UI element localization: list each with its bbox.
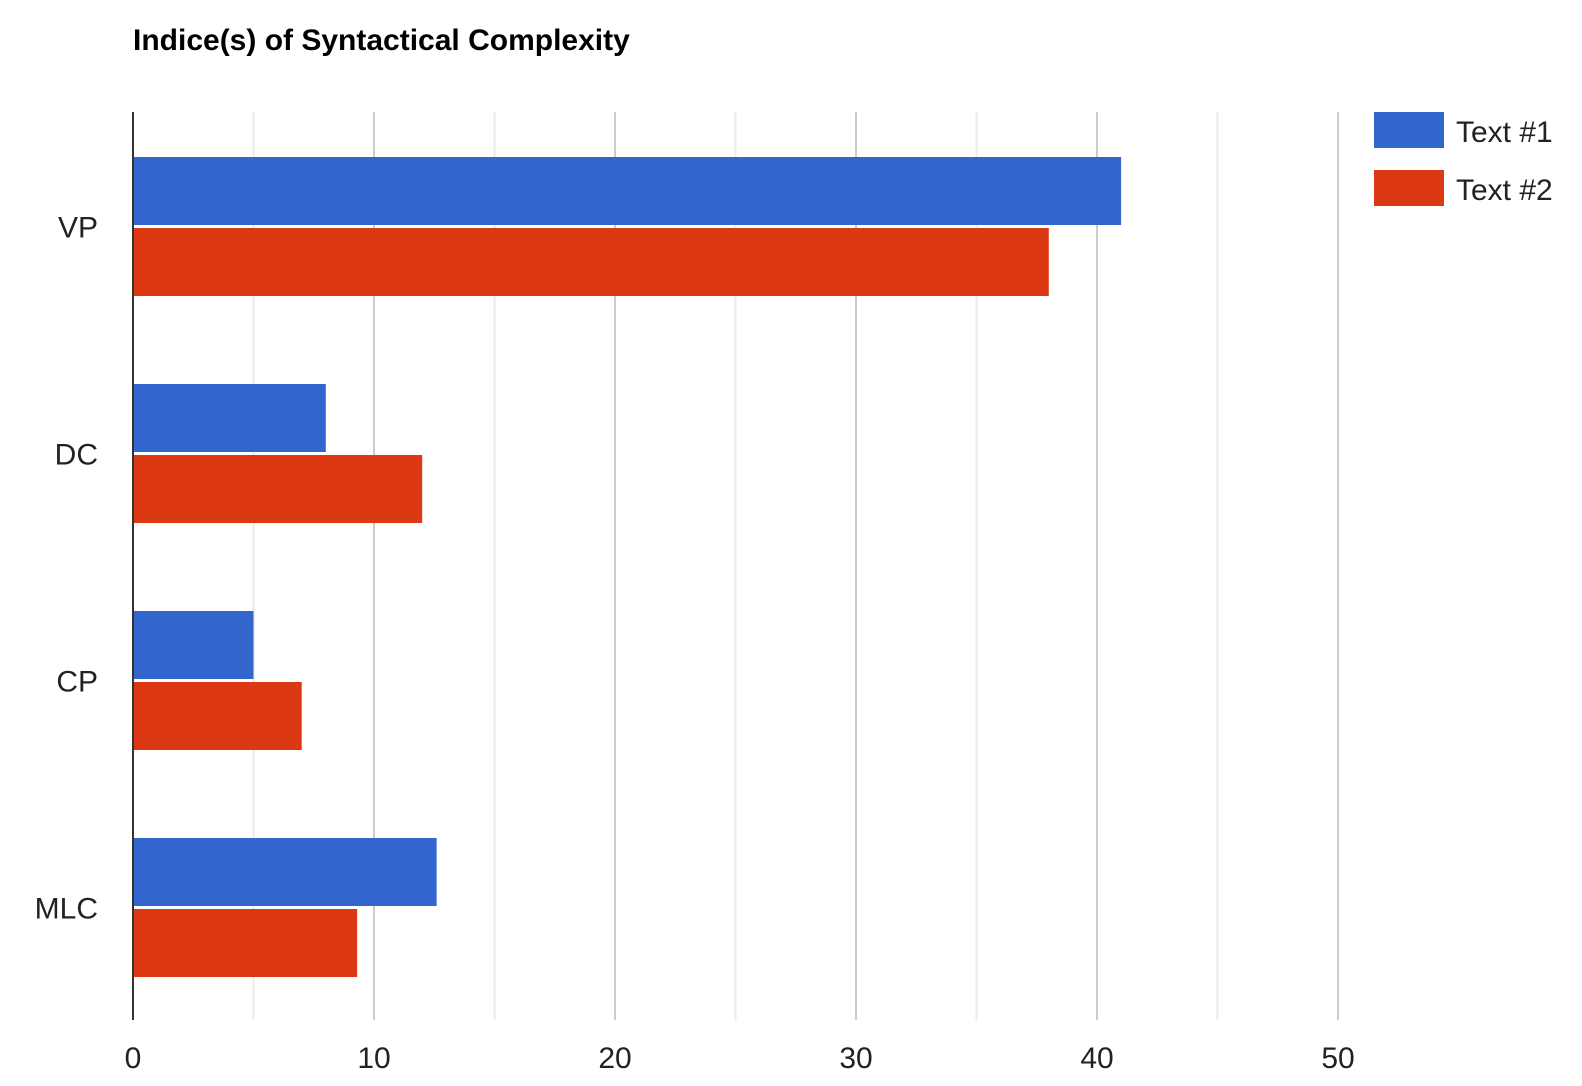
bar-vp-series-2	[133, 228, 1049, 296]
y-category-label: VP	[58, 212, 98, 245]
bar-mlc-series-1	[133, 838, 437, 906]
y-category-label: DC	[55, 439, 98, 472]
bar-cp-series-2	[133, 682, 302, 750]
x-tick-label: 40	[1080, 1042, 1113, 1075]
x-tick-label: 10	[357, 1042, 390, 1075]
legend: Text #1 Text #2	[1374, 112, 1553, 207]
bar-dc-series-2	[133, 455, 423, 523]
y-category-label: CP	[56, 666, 98, 699]
bar-dc-series-1	[133, 384, 326, 452]
bar-vp-series-1	[133, 157, 1122, 225]
legend-swatch	[1374, 112, 1444, 148]
x-tick-label: 0	[125, 1042, 142, 1075]
legend-label: Text #2	[1456, 174, 1553, 207]
chart-title: Indice(s) of Syntactical Complexity	[133, 24, 630, 57]
x-tick-label: 20	[598, 1042, 631, 1075]
y-category-label: MLC	[35, 893, 98, 926]
legend-swatch	[1374, 170, 1444, 206]
legend-label: Text #1	[1456, 116, 1553, 149]
x-tick-label: 30	[839, 1042, 872, 1075]
bar-cp-series-1	[133, 611, 254, 679]
x-tick-label: 50	[1321, 1042, 1354, 1075]
axis-layer: 0 10 20 30 40 50 VP DC CP MLC	[35, 112, 1355, 1075]
bars-layer	[133, 157, 1122, 977]
bar-mlc-series-2	[133, 909, 358, 977]
